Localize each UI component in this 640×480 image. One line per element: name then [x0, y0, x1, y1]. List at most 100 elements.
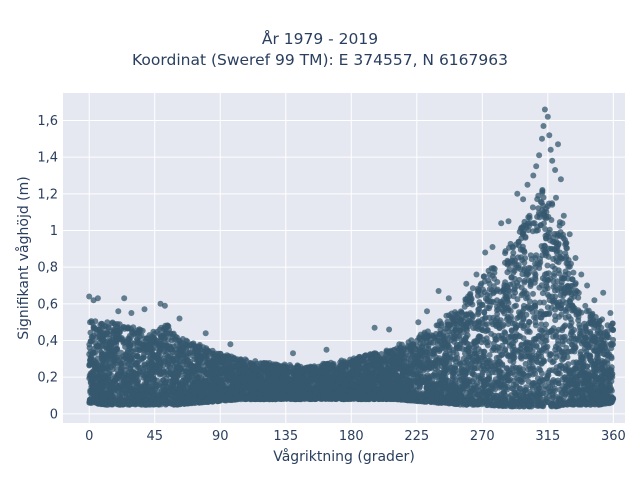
- data-point: [486, 352, 493, 359]
- data-point: [537, 222, 544, 228]
- data-point: [538, 282, 545, 289]
- data-point: [472, 350, 479, 357]
- data-point: [435, 369, 442, 376]
- data-point: [530, 290, 536, 297]
- data-point: [582, 302, 589, 309]
- data-point: [502, 305, 509, 312]
- data-point: [537, 198, 544, 205]
- tick-labels: 0 45 90 135 180 225 270 315 36000,20,40,60,811,2…: [37, 114, 625, 444]
- data-point: [122, 390, 129, 397]
- data-point: [565, 313, 572, 320]
- data-point: [563, 244, 570, 251]
- data-point: [502, 259, 508, 266]
- data-points: [86, 106, 617, 410]
- data-point: [553, 194, 559, 201]
- data-point: [538, 321, 545, 328]
- data-point: [568, 341, 575, 348]
- data-point: [570, 359, 577, 366]
- data-point: [520, 335, 527, 342]
- data-point: [416, 384, 423, 391]
- data-point: [482, 321, 489, 328]
- data-point: [475, 309, 482, 316]
- data-point: [565, 270, 572, 277]
- data-point: [133, 353, 140, 360]
- data-point: [552, 293, 559, 300]
- data-point: [470, 325, 477, 331]
- data-point: [457, 361, 464, 368]
- data-point: [243, 357, 250, 364]
- data-point: [494, 311, 501, 317]
- data-point: [515, 348, 522, 355]
- data-point: [575, 360, 581, 367]
- data-point: [433, 374, 440, 381]
- data-point: [546, 297, 553, 304]
- x-tick-label: 135: [273, 429, 298, 444]
- x-tick-label: 90: [212, 429, 229, 444]
- y-tick-label: 0,6: [37, 297, 58, 312]
- x-tick-label: 225: [404, 429, 429, 444]
- data-point: [538, 370, 545, 377]
- data-point: [527, 252, 534, 259]
- data-point: [557, 362, 563, 369]
- data-point: [103, 331, 110, 337]
- data-point: [506, 244, 512, 251]
- x-tick-label: 45: [146, 429, 163, 444]
- data-point: [135, 340, 142, 346]
- data-point: [564, 354, 571, 361]
- data-point: [532, 260, 539, 267]
- data-point: [548, 304, 555, 311]
- data-point: [494, 297, 500, 304]
- data-point: [599, 316, 606, 323]
- data-point: [587, 330, 594, 337]
- data-point: [513, 302, 519, 309]
- y-tick-label: 0,2: [37, 371, 58, 386]
- x-tick-label: 315: [535, 429, 560, 444]
- data-point: [549, 263, 556, 270]
- data-point: [494, 303, 500, 310]
- data-point: [544, 291, 551, 298]
- y-tick-label: 0,4: [37, 334, 58, 349]
- data-point: [534, 213, 541, 220]
- data-point: [378, 351, 385, 357]
- data-point: [424, 382, 431, 389]
- data-point: [552, 287, 558, 294]
- data-point: [570, 269, 577, 276]
- data-point: [120, 338, 126, 345]
- data-point: [552, 368, 559, 375]
- data-point: [383, 347, 390, 354]
- data-point: [582, 324, 589, 331]
- data-point: [492, 376, 499, 383]
- data-point: [552, 283, 559, 289]
- data-point: [526, 215, 533, 221]
- y-tick-label: 1,4: [37, 151, 58, 166]
- chart-title-line2: Koordinat (Sweref 99 TM): E 374557, N 61…: [132, 51, 508, 69]
- y-tick-label: 1,6: [37, 114, 58, 129]
- y-tick-label: 0,8: [37, 261, 58, 276]
- data-point: [539, 188, 546, 195]
- data-point: [552, 350, 559, 357]
- data-point: [531, 299, 538, 306]
- x-tick-label: 0: [85, 429, 93, 444]
- data-point: [594, 355, 600, 361]
- y-tick-label: 1,2: [37, 187, 58, 202]
- data-point: [506, 293, 513, 300]
- data-point: [579, 328, 586, 335]
- data-point: [548, 217, 555, 223]
- chart-title-line1: År 1979 - 2019: [261, 30, 379, 48]
- data-point: [543, 270, 550, 277]
- data-point: [508, 274, 515, 281]
- data-point: [610, 336, 617, 343]
- data-point: [542, 226, 549, 232]
- y-tick-label: 0: [50, 407, 58, 422]
- data-point: [574, 336, 581, 343]
- data-point: [525, 227, 532, 234]
- data-point: [501, 310, 508, 317]
- data-point: [99, 357, 105, 364]
- x-tick-label: 270: [470, 429, 495, 444]
- data-point: [503, 316, 510, 323]
- data-point: [469, 285, 476, 292]
- data-point: [556, 370, 563, 377]
- data-point: [504, 365, 511, 372]
- data-point: [171, 336, 178, 343]
